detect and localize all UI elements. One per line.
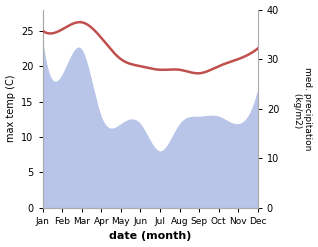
Y-axis label: max temp (C): max temp (C) [5,75,16,143]
Y-axis label: med. precipitation
 (kg/m2): med. precipitation (kg/m2) [293,67,313,150]
X-axis label: date (month): date (month) [109,231,191,242]
